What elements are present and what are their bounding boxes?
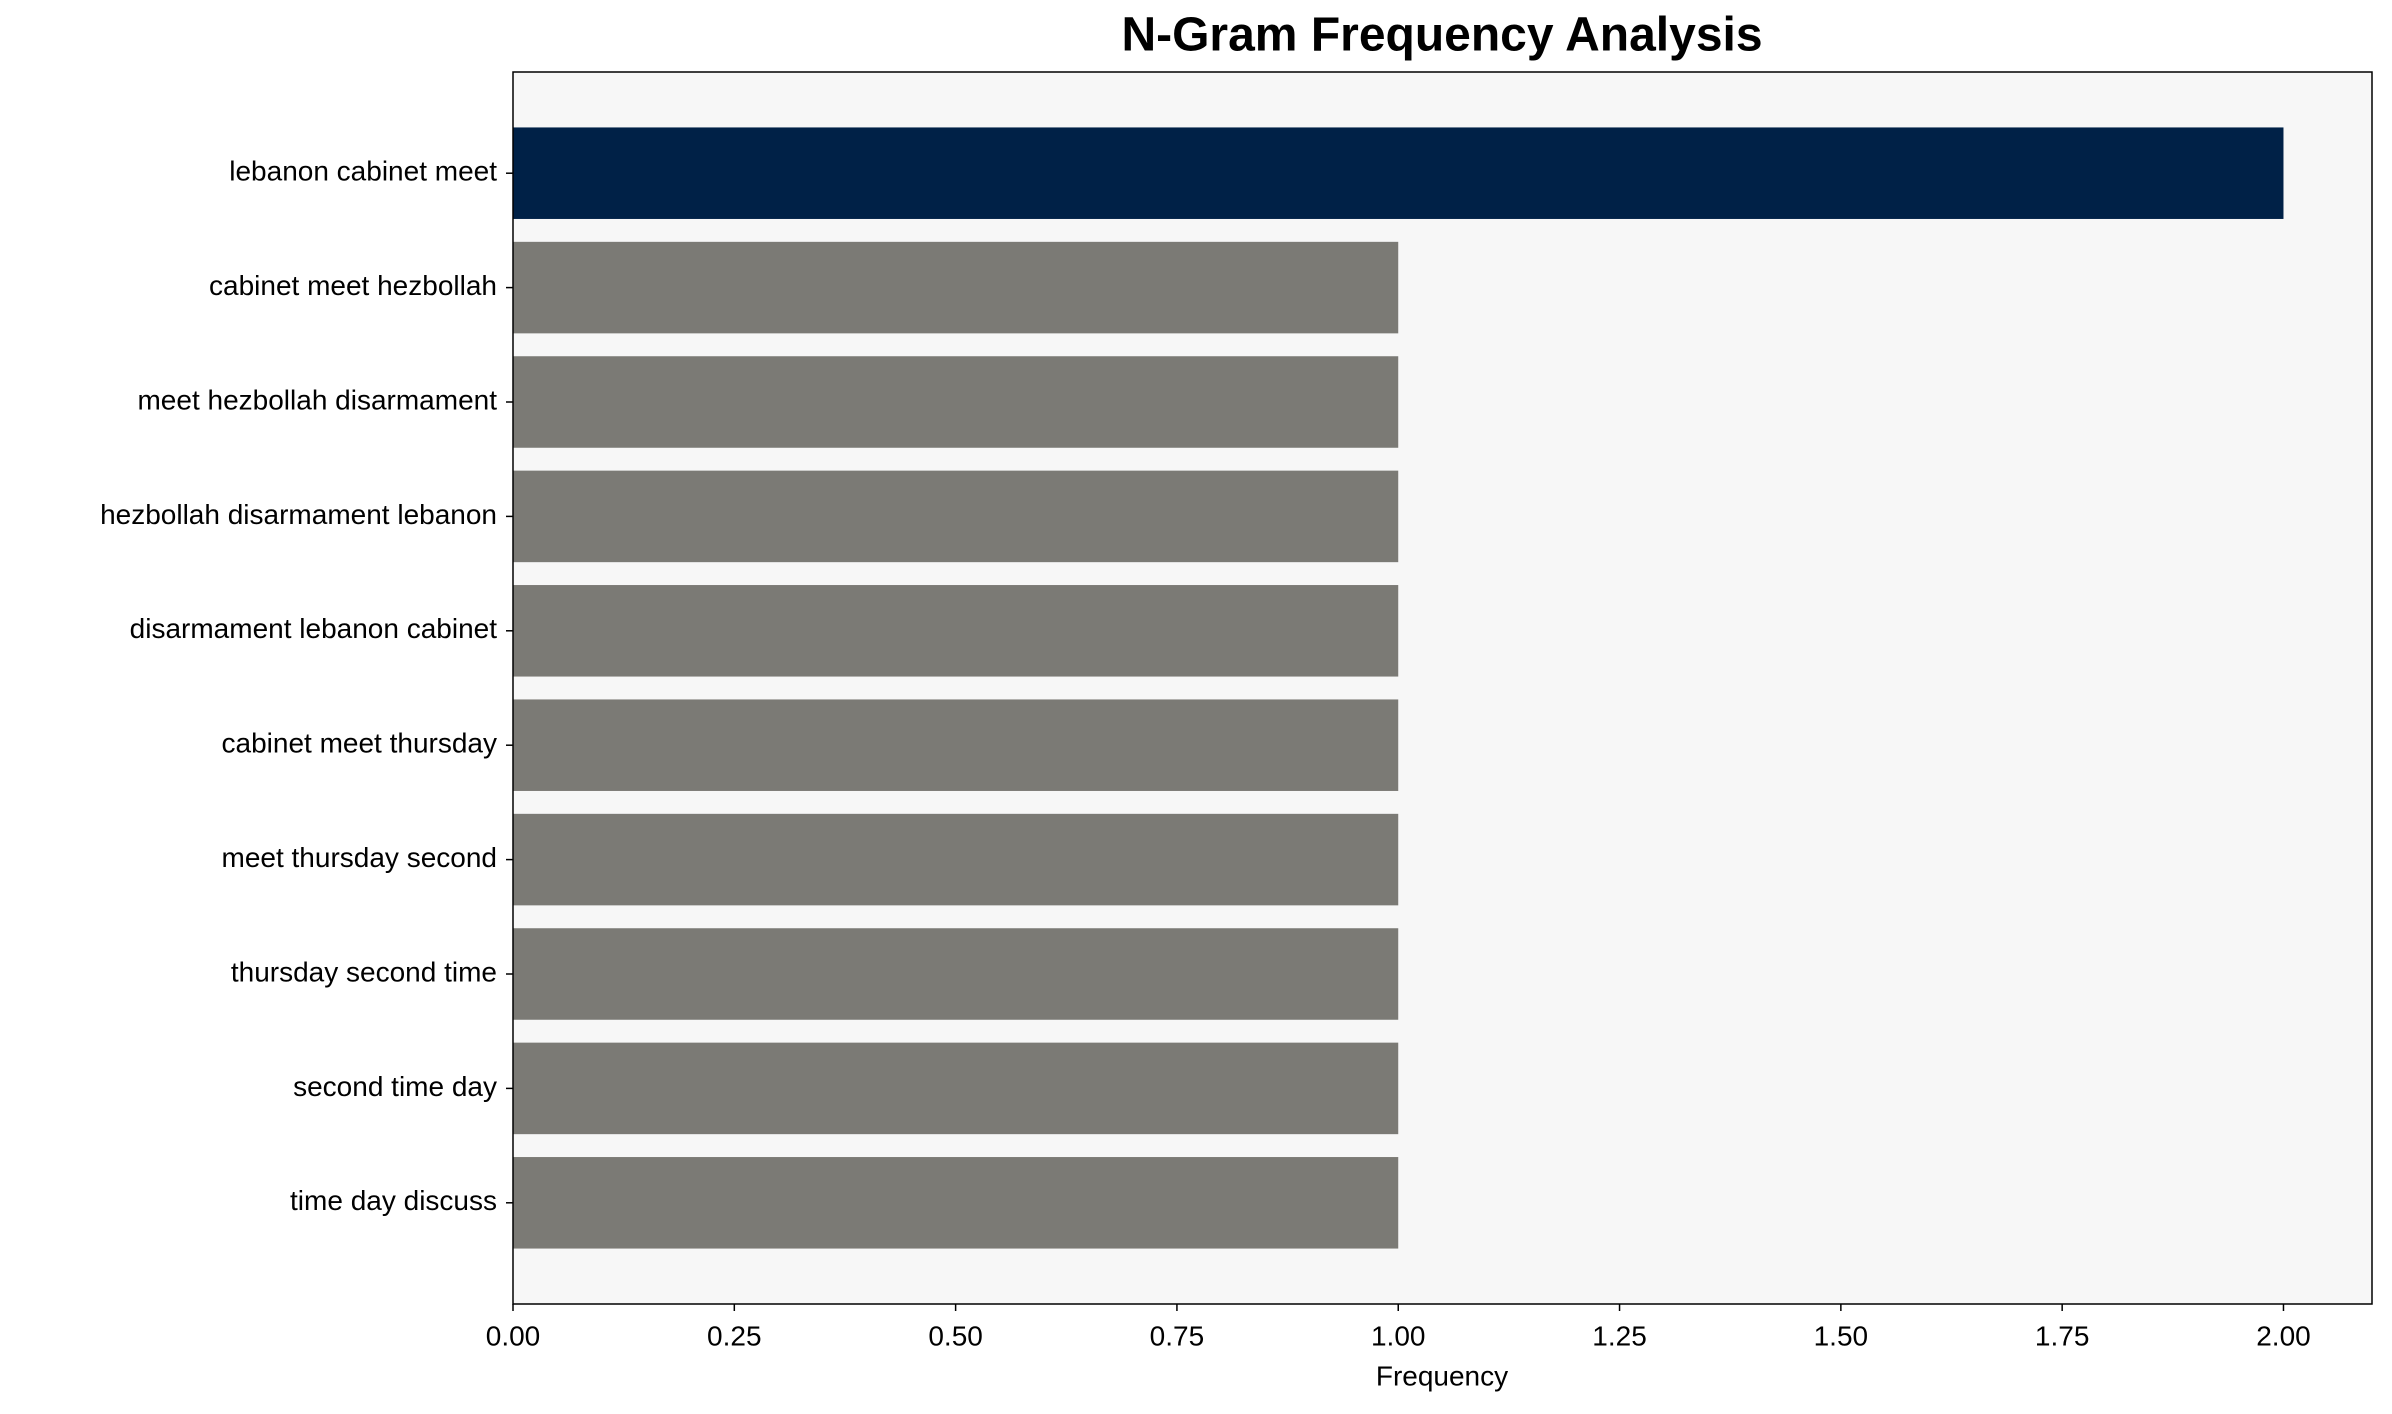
x-tick-label: 2.00 — [2256, 1320, 2311, 1351]
x-tick-label: 0.50 — [928, 1320, 983, 1351]
x-tick-label: 0.25 — [707, 1320, 762, 1351]
y-tick-label: second time day — [293, 1071, 497, 1102]
x-tick-label: 1.25 — [1592, 1320, 1647, 1351]
x-tick-label: 0.00 — [486, 1320, 541, 1351]
y-tick-label: time day discuss — [290, 1185, 497, 1216]
chart-title: N-Gram Frequency Analysis — [1121, 9, 1762, 62]
bar — [513, 356, 1399, 448]
bar — [513, 127, 2284, 219]
bar — [513, 699, 1399, 791]
y-tick-label: cabinet meet thursday — [222, 728, 498, 759]
y-tick-label: meet thursday second — [222, 842, 498, 873]
bar — [513, 241, 1399, 334]
y-tick-label: lebanon cabinet meet — [229, 156, 497, 187]
bar — [513, 813, 1399, 906]
y-tick-label: thursday second time — [231, 956, 497, 987]
bar — [513, 1042, 1399, 1135]
bar — [513, 928, 1399, 1020]
y-tick-label: hezbollah disarmament lebanon — [100, 499, 497, 530]
x-tick-label: 1.75 — [2035, 1320, 2090, 1351]
x-axis-label: Frequency — [1376, 1360, 1508, 1391]
y-tick-label: cabinet meet hezbollah — [209, 270, 497, 301]
plot-frame — [512, 71, 2373, 1305]
y-tick-label: disarmament lebanon cabinet — [130, 613, 498, 644]
y-tick-label: meet hezbollah disarmament — [137, 384, 497, 415]
x-tick-label: 1.00 — [1371, 1320, 1426, 1351]
bar — [513, 470, 1399, 563]
bar — [513, 585, 1399, 677]
x-tick-label: 0.75 — [1150, 1320, 1205, 1351]
x-tick-label: 1.50 — [1814, 1320, 1869, 1351]
bar — [513, 1157, 1399, 1249]
